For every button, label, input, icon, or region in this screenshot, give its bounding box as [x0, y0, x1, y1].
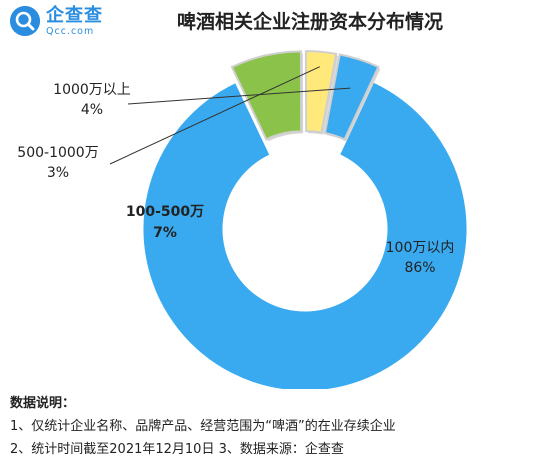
- donut-chart-svg: 100万以内 86% 100-500万 7% 500-1000万 3% 1000万以上 4%: [17, 50, 468, 389]
- slice-0: [142, 81, 468, 389]
- slice-2: [304, 50, 338, 134]
- logo-domain: Qcc.com: [46, 26, 95, 37]
- note-line-2: 2、统计时间截至2021年12月10日 3、数据来源：企查查: [10, 442, 344, 457]
- chart-title: 啤酒相关企业注册资本分布情况: [176, 11, 443, 33]
- magnifier-logo-icon: [10, 6, 40, 36]
- slice-label-value-1: 7%: [153, 225, 177, 241]
- qcc-logo: 企查查 Qcc.com: [10, 6, 130, 40]
- header: 企查查 Qcc.com 啤酒相关企业注册资本分布情况: [0, 0, 557, 44]
- donut-chart: 100万以内 86% 100-500万 7% 500-1000万 3% 1000万以上 4%: [0, 44, 557, 389]
- slice-label-name-3: 1000万以上: [53, 82, 131, 98]
- notes-title: 数据说明：: [10, 396, 76, 411]
- slice-label-value-3: 4%: [81, 102, 103, 118]
- leader-line-2: [109, 66, 320, 165]
- logo-name: 企查查: [46, 5, 103, 26]
- slice-label-value-2: 3%: [47, 165, 69, 181]
- data-notes: 数据说明： 1、仅统计企业名称、品牌产品、经营范围为“啤酒”的在业存续企业 2、…: [10, 392, 550, 461]
- leader-line-3: [127, 87, 351, 105]
- slice-label-name-1: 100-500万: [126, 204, 204, 220]
- slice-label-name-2: 500-1000万: [17, 145, 98, 161]
- slice-1: [230, 50, 303, 141]
- slice-3: [323, 53, 380, 141]
- note-line-1: 1、仅统计企业名称、品牌产品、经营范围为“啤酒”的在业存续企业: [10, 419, 396, 434]
- slice-label-value-0: 86%: [404, 260, 435, 276]
- slice-label-name-0: 100万以内: [386, 240, 455, 256]
